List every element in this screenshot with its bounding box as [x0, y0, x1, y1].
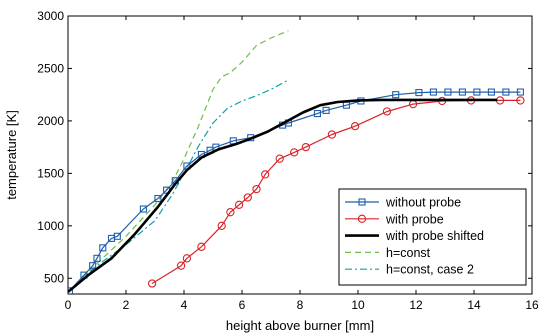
- data-point: [226, 208, 235, 217]
- data-point: [516, 88, 524, 96]
- y-axis-label: temperature [K]: [4, 110, 19, 200]
- y-tick-label: 2000: [37, 114, 64, 128]
- data-point: [415, 89, 423, 97]
- data-point: [327, 130, 337, 139]
- x-tick-label: 2: [123, 298, 130, 312]
- data-point: [313, 110, 321, 118]
- data-point: [261, 170, 270, 179]
- data-point: [113, 232, 121, 240]
- y-tick-label: 3000: [37, 9, 64, 23]
- y-tick-label: 500: [44, 271, 64, 285]
- legend-marker: [358, 198, 366, 206]
- y-tick-label: 1500: [37, 166, 64, 180]
- series-0: [68, 88, 524, 294]
- series-4: [68, 79, 289, 293]
- data-point: [382, 107, 392, 116]
- data-point: [217, 221, 226, 230]
- data-point: [429, 88, 437, 96]
- series-3: [68, 30, 289, 293]
- data-point: [444, 88, 452, 96]
- x-tick-label: 14: [467, 298, 481, 312]
- legend-label: with probe shifted: [385, 229, 484, 243]
- x-tick-label: 6: [239, 298, 246, 312]
- y-tick-label: 2500: [37, 61, 64, 75]
- x-tick-label: 16: [525, 298, 539, 312]
- data-point: [290, 148, 299, 157]
- legend: without probe with probe with probe shifte…: [338, 188, 527, 286]
- data-point: [301, 142, 310, 152]
- legend-item: without probe: [345, 196, 461, 210]
- data-point: [154, 194, 162, 203]
- data-point: [322, 106, 330, 114]
- data-point: [487, 88, 495, 96]
- x-tick-label: 10: [351, 298, 365, 312]
- legend-label: h=const, case 2: [386, 263, 474, 277]
- data-point: [93, 254, 101, 262]
- series-line: [69, 91, 521, 292]
- axis-ticks: 0 2 4 6 8 10 12 14 16 500 1000 1500 2000 2500 3000: [37, 9, 539, 312]
- x-tick-label: 12: [409, 298, 423, 312]
- data-point: [458, 88, 466, 96]
- series-layer: [68, 30, 525, 294]
- data-point: [197, 242, 206, 251]
- y-tick-label: 1000: [37, 219, 64, 233]
- data-point: [182, 254, 192, 263]
- data-point: [176, 261, 186, 270]
- legend-item: with probe shifted: [345, 229, 484, 243]
- series-line: [68, 79, 289, 293]
- legend-label: without probe: [385, 196, 461, 210]
- x-tick-label: 8: [297, 298, 304, 312]
- data-point: [234, 200, 244, 209]
- series-line: [68, 98, 498, 293]
- legend-label: h=const: [386, 246, 431, 260]
- data-point: [89, 262, 97, 270]
- x-axis-label: height above burner [mm]: [226, 318, 374, 333]
- data-point: [252, 184, 261, 194]
- data-point: [350, 122, 360, 131]
- series-2: [68, 98, 498, 293]
- data-point: [68, 287, 73, 294]
- data-point: [99, 244, 107, 252]
- series-1: [147, 96, 525, 288]
- legend-label: with probe: [385, 212, 444, 226]
- data-point: [147, 279, 157, 288]
- data-point: [516, 96, 525, 105]
- series-line: [68, 30, 289, 293]
- x-tick-label: 0: [65, 298, 72, 312]
- legend-item: h=const, case 2: [345, 263, 474, 277]
- data-point: [502, 88, 510, 96]
- data-point: [392, 91, 400, 99]
- legend-item: h=const: [345, 246, 431, 260]
- legend-marker: [357, 214, 367, 223]
- data-point: [473, 88, 481, 96]
- series-line: [151, 99, 521, 285]
- data-point: [275, 154, 284, 163]
- data-point: [243, 193, 252, 202]
- legend-item: with probe: [345, 212, 444, 226]
- x-tick-label: 4: [181, 298, 188, 312]
- data-point: [139, 205, 147, 213]
